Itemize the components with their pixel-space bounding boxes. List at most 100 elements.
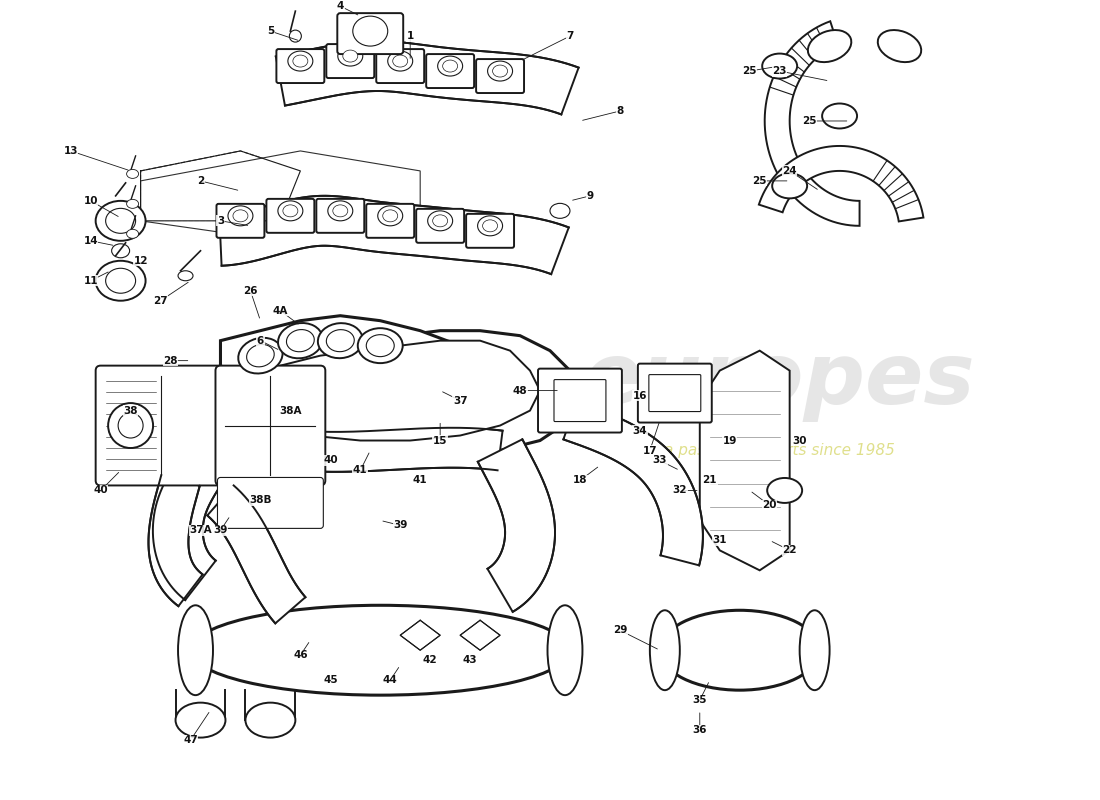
Ellipse shape — [353, 16, 387, 46]
Text: 8: 8 — [616, 106, 624, 116]
Text: 38B: 38B — [250, 495, 272, 506]
Text: 17: 17 — [642, 446, 657, 455]
Text: 47: 47 — [183, 735, 198, 745]
Ellipse shape — [383, 210, 398, 222]
Text: 42: 42 — [422, 655, 438, 666]
Text: 25: 25 — [802, 116, 817, 126]
Ellipse shape — [190, 606, 570, 695]
FancyBboxPatch shape — [638, 364, 712, 422]
FancyBboxPatch shape — [276, 49, 324, 83]
Ellipse shape — [366, 334, 394, 357]
Ellipse shape — [118, 413, 143, 438]
Polygon shape — [141, 151, 420, 241]
Ellipse shape — [442, 60, 458, 72]
Text: 10: 10 — [84, 196, 98, 206]
Ellipse shape — [108, 403, 153, 448]
Text: 34: 34 — [632, 426, 647, 435]
Text: 18: 18 — [573, 475, 587, 486]
Text: 4: 4 — [337, 1, 344, 11]
Text: 6: 6 — [256, 336, 264, 346]
Ellipse shape — [800, 610, 829, 690]
Text: europes: europes — [583, 339, 976, 422]
Text: 22: 22 — [782, 546, 796, 555]
Ellipse shape — [660, 610, 820, 690]
Ellipse shape — [650, 610, 680, 690]
Text: 39: 39 — [213, 526, 228, 535]
FancyBboxPatch shape — [217, 204, 264, 238]
Ellipse shape — [283, 205, 298, 217]
Ellipse shape — [343, 50, 358, 62]
Text: 38A: 38A — [279, 406, 301, 415]
Text: 11: 11 — [84, 276, 98, 286]
Text: 16: 16 — [632, 390, 647, 401]
Ellipse shape — [432, 215, 448, 227]
FancyBboxPatch shape — [554, 380, 606, 422]
Ellipse shape — [96, 201, 145, 241]
Text: 44: 44 — [383, 675, 397, 685]
Text: 5: 5 — [267, 26, 274, 36]
Text: 48: 48 — [513, 386, 527, 395]
FancyBboxPatch shape — [476, 59, 524, 93]
FancyBboxPatch shape — [416, 209, 464, 243]
Polygon shape — [212, 412, 503, 472]
Text: 41: 41 — [412, 475, 428, 486]
Ellipse shape — [477, 216, 503, 236]
FancyBboxPatch shape — [317, 199, 364, 233]
Polygon shape — [563, 402, 703, 566]
Ellipse shape — [393, 55, 408, 67]
Text: 19: 19 — [723, 435, 737, 446]
Polygon shape — [477, 439, 556, 612]
Ellipse shape — [377, 206, 403, 226]
FancyBboxPatch shape — [538, 369, 621, 433]
Ellipse shape — [328, 201, 353, 221]
Polygon shape — [400, 620, 440, 650]
Ellipse shape — [327, 330, 354, 352]
Text: 14: 14 — [84, 236, 98, 246]
Ellipse shape — [483, 220, 497, 232]
Polygon shape — [220, 330, 580, 455]
Text: 25: 25 — [742, 66, 757, 76]
Ellipse shape — [293, 55, 308, 67]
Polygon shape — [460, 620, 500, 650]
Text: 30: 30 — [792, 435, 807, 446]
Polygon shape — [141, 151, 300, 221]
Ellipse shape — [358, 328, 403, 363]
Text: 13: 13 — [64, 146, 78, 156]
Polygon shape — [220, 316, 510, 421]
Text: 20: 20 — [762, 501, 777, 510]
Text: 2: 2 — [197, 176, 205, 186]
Polygon shape — [700, 350, 790, 570]
Text: 35: 35 — [693, 695, 707, 705]
Text: 27: 27 — [153, 296, 168, 306]
FancyBboxPatch shape — [216, 366, 326, 486]
FancyBboxPatch shape — [338, 13, 404, 54]
Ellipse shape — [550, 203, 570, 218]
Ellipse shape — [239, 338, 283, 374]
Text: 33: 33 — [652, 455, 667, 466]
Polygon shape — [276, 41, 579, 114]
Ellipse shape — [126, 199, 139, 208]
FancyBboxPatch shape — [327, 44, 374, 78]
Text: a passion for parts since 1985: a passion for parts since 1985 — [664, 443, 895, 458]
Ellipse shape — [428, 211, 452, 231]
Ellipse shape — [807, 30, 851, 62]
FancyBboxPatch shape — [218, 478, 323, 528]
Ellipse shape — [178, 606, 213, 695]
Polygon shape — [207, 486, 306, 623]
Ellipse shape — [106, 208, 135, 234]
Ellipse shape — [176, 702, 226, 738]
Ellipse shape — [288, 51, 312, 71]
FancyBboxPatch shape — [266, 199, 315, 233]
Polygon shape — [764, 22, 859, 226]
Polygon shape — [241, 341, 540, 441]
Text: 37: 37 — [453, 395, 468, 406]
FancyBboxPatch shape — [96, 366, 225, 486]
Text: 40: 40 — [94, 486, 108, 495]
Ellipse shape — [246, 345, 274, 367]
Ellipse shape — [245, 702, 296, 738]
Ellipse shape — [333, 205, 348, 217]
Text: 12: 12 — [133, 256, 147, 266]
Ellipse shape — [228, 206, 253, 226]
Ellipse shape — [96, 261, 145, 301]
Text: 39: 39 — [393, 520, 407, 530]
